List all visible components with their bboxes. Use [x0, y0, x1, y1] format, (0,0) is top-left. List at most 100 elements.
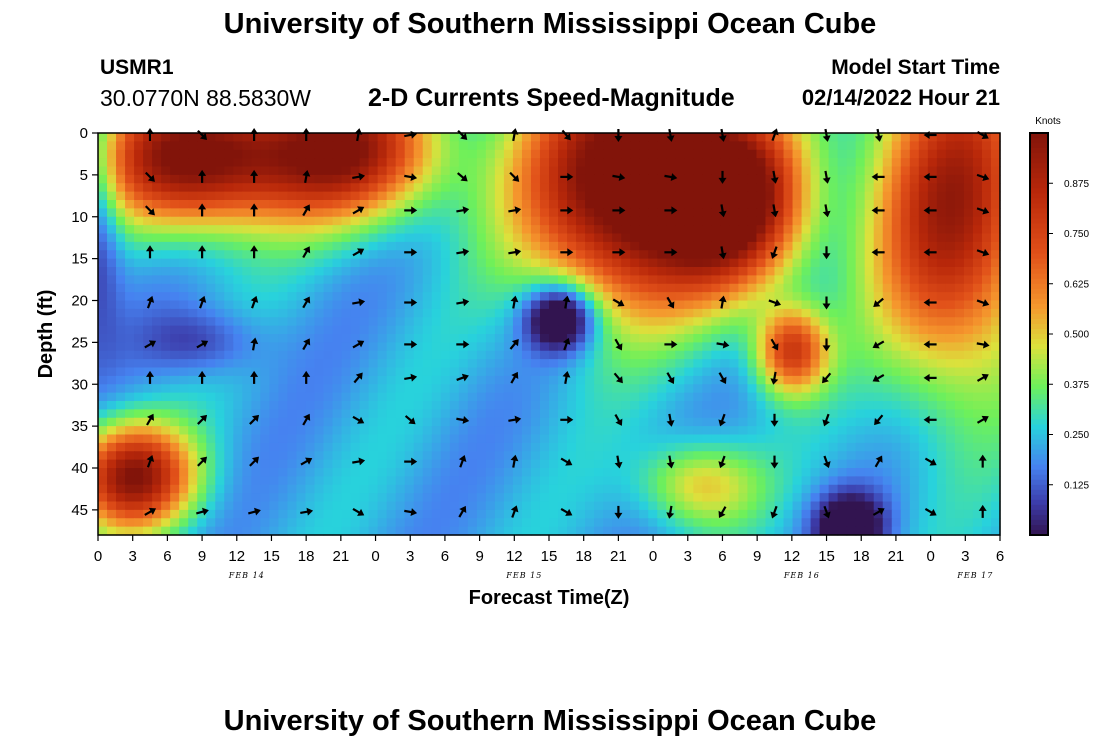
heatmap-cell: [693, 459, 703, 469]
heatmap-cell: [909, 133, 920, 142]
heatmap-cell: [206, 459, 216, 469]
heatmap-cell: [368, 375, 379, 385]
heatmap-cell: [936, 334, 947, 343]
heatmap-cell: [954, 392, 965, 402]
heatmap-cell: [449, 401, 460, 410]
heatmap-cell: [386, 308, 397, 318]
heatmap-cell: [819, 526, 830, 536]
heatmap-cell: [107, 216, 117, 226]
heatmap-cell: [485, 208, 496, 218]
heatmap-cell: [684, 518, 694, 528]
heatmap-cell: [521, 375, 532, 385]
heatmap-cell: [567, 133, 577, 142]
heatmap-cell: [341, 367, 352, 377]
heatmap-cell: [810, 317, 821, 327]
heatmap-cell: [530, 375, 541, 385]
heatmap-cell: [521, 317, 532, 327]
heatmap-cell: [503, 384, 514, 394]
heatmap-cell: [530, 292, 541, 302]
current-arrow: [822, 170, 831, 184]
heatmap-cell: [224, 191, 234, 201]
heatmap-cell: [747, 459, 758, 469]
heatmap-cell: [963, 200, 974, 209]
heatmap-cell: [729, 292, 740, 302]
heatmap-cell: [134, 509, 144, 519]
heatmap-cell: [855, 183, 866, 193]
arrow-head: [567, 206, 574, 215]
heatmap-cell: [143, 334, 153, 343]
heatmap-cell: [936, 308, 947, 318]
heatmap-cell: [386, 267, 397, 276]
heatmap-cell: [368, 292, 379, 302]
heatmap-cell: [98, 166, 108, 176]
heatmap-cell: [467, 300, 478, 310]
heatmap-cell: [269, 158, 279, 168]
heatmap-cell: [918, 417, 929, 427]
heatmap-cell: [810, 375, 821, 385]
heatmap-cell: [828, 133, 839, 142]
heatmap-cell: [431, 451, 442, 461]
heatmap-cell: [576, 200, 586, 209]
heatmap-cell: [422, 442, 433, 452]
heatmap-cell: [630, 174, 640, 184]
heatmap-cell: [305, 158, 316, 168]
heatmap-cell: [116, 434, 126, 444]
heatmap-cell: [756, 133, 767, 142]
heatmap-cell: [314, 426, 325, 436]
heatmap-cell: [251, 375, 261, 385]
heatmap-cell: [422, 241, 433, 251]
heatmap-cell: [116, 392, 126, 402]
heatmap-cell: [467, 476, 478, 486]
heatmap-cell: [756, 476, 767, 486]
heatmap-cell: [224, 484, 234, 494]
heatmap-cell: [188, 292, 198, 302]
heatmap-cell: [539, 208, 550, 218]
heatmap-cell: [918, 233, 929, 243]
heatmap-cell: [927, 426, 938, 436]
heatmap-cell: [530, 275, 541, 285]
heatmap-cell: [945, 518, 956, 528]
heatmap-cell: [648, 526, 658, 536]
arrow-head: [618, 173, 626, 182]
heatmap-cell: [476, 384, 487, 394]
heatmap-cell: [260, 468, 270, 477]
heatmap-cell: [774, 451, 785, 461]
heatmap-cell: [810, 283, 821, 293]
heatmap-cell: [539, 149, 550, 159]
heatmap-cell: [621, 350, 631, 360]
heatmap-cell: [179, 241, 189, 251]
heatmap-cell: [666, 317, 676, 327]
heatmap-cell: [296, 392, 307, 402]
heatmap-cell: [792, 191, 803, 201]
heatmap-cell: [530, 317, 541, 327]
heatmap-cell: [449, 476, 460, 486]
heatmap-cell: [810, 191, 821, 201]
heatmap-cell: [395, 509, 406, 519]
heatmap-cell: [206, 509, 216, 519]
heatmap-cell: [585, 133, 595, 142]
heatmap-cell: [873, 141, 884, 151]
heatmap-cell: [305, 384, 316, 394]
heatmap-cell: [684, 308, 694, 318]
heatmap-cell: [594, 375, 604, 385]
heatmap-cell: [233, 174, 243, 184]
current-arrow: [664, 248, 678, 257]
heatmap-cell: [639, 292, 649, 302]
heatmap-cell: [612, 359, 622, 369]
heatmap-cell: [846, 468, 857, 477]
heatmap-cell: [107, 401, 117, 410]
heatmap-cell: [918, 216, 929, 226]
heatmap-cell: [530, 216, 541, 226]
heatmap-cell: [729, 166, 740, 176]
heatmap-cell: [927, 149, 938, 159]
heatmap-cell: [657, 216, 667, 226]
heatmap-cell: [395, 308, 406, 318]
heatmap-cell: [729, 200, 740, 209]
heatmap-cell: [657, 359, 667, 369]
heatmap-cell: [909, 141, 920, 151]
heatmap-cell: [837, 417, 848, 427]
heatmap-cell: [585, 275, 595, 285]
heatmap-cell: [558, 258, 568, 268]
heatmap-cell: [963, 334, 974, 343]
heatmap-cell: [341, 208, 352, 218]
